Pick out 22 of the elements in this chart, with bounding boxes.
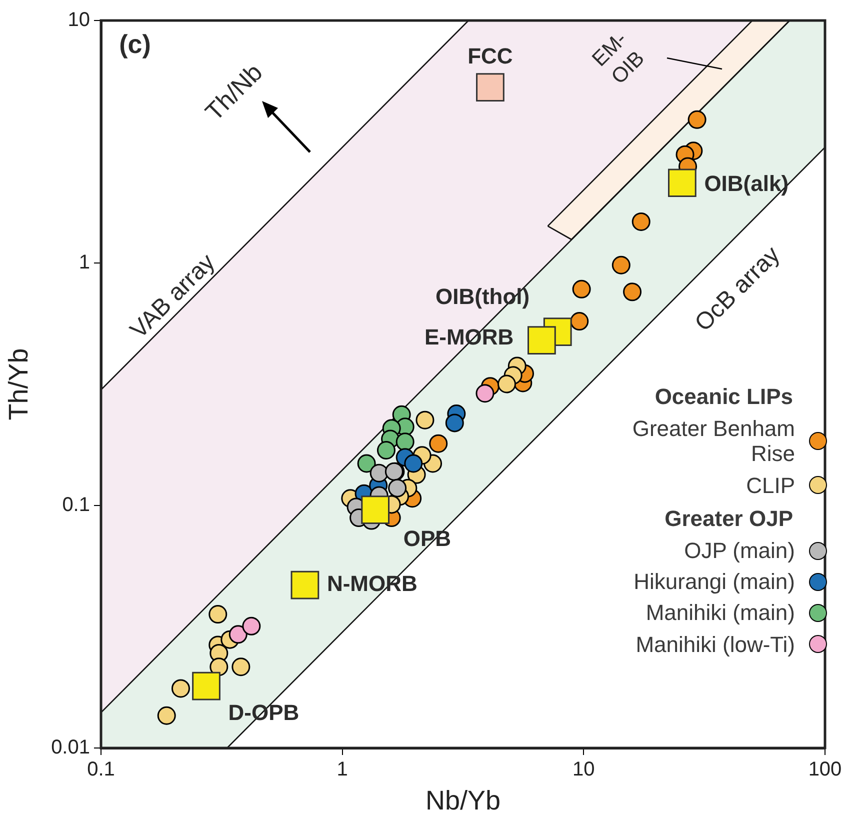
y-axis-title: Th/Yb [4, 348, 34, 420]
legend-label: CLIP [746, 472, 795, 498]
y-tick-label: 0.01 [51, 736, 90, 759]
legend-label: Hikurangi (main) [634, 569, 795, 594]
x-tick-label: 1 [336, 758, 348, 781]
legend-title: Oceanic LIPs [654, 384, 793, 410]
x-tick-label: 0.1 [87, 758, 115, 781]
legend-label: OJP (main) [684, 538, 795, 564]
legend-label: Manihiki (low-Ti) [636, 632, 795, 658]
x-axis-title: Nb/Yb [425, 785, 501, 816]
annotation: (c) [119, 29, 151, 60]
annotation: OIB(alk) [704, 170, 789, 196]
y-tick-label: 10 [68, 9, 90, 32]
y-tick-label: 0.1 [62, 494, 90, 516]
x-tick-label: 10 [572, 758, 595, 781]
annotation: Greater OJP [664, 506, 793, 532]
legend-label: Greater Benham Rise [631, 416, 795, 467]
annotation: FCC [468, 43, 513, 68]
annotation: EM-OIB [588, 28, 649, 89]
y-tick-label: 1 [78, 252, 90, 274]
x-tick-label: 100 [808, 758, 842, 781]
legend-label: Manihiki (main) [646, 600, 795, 626]
